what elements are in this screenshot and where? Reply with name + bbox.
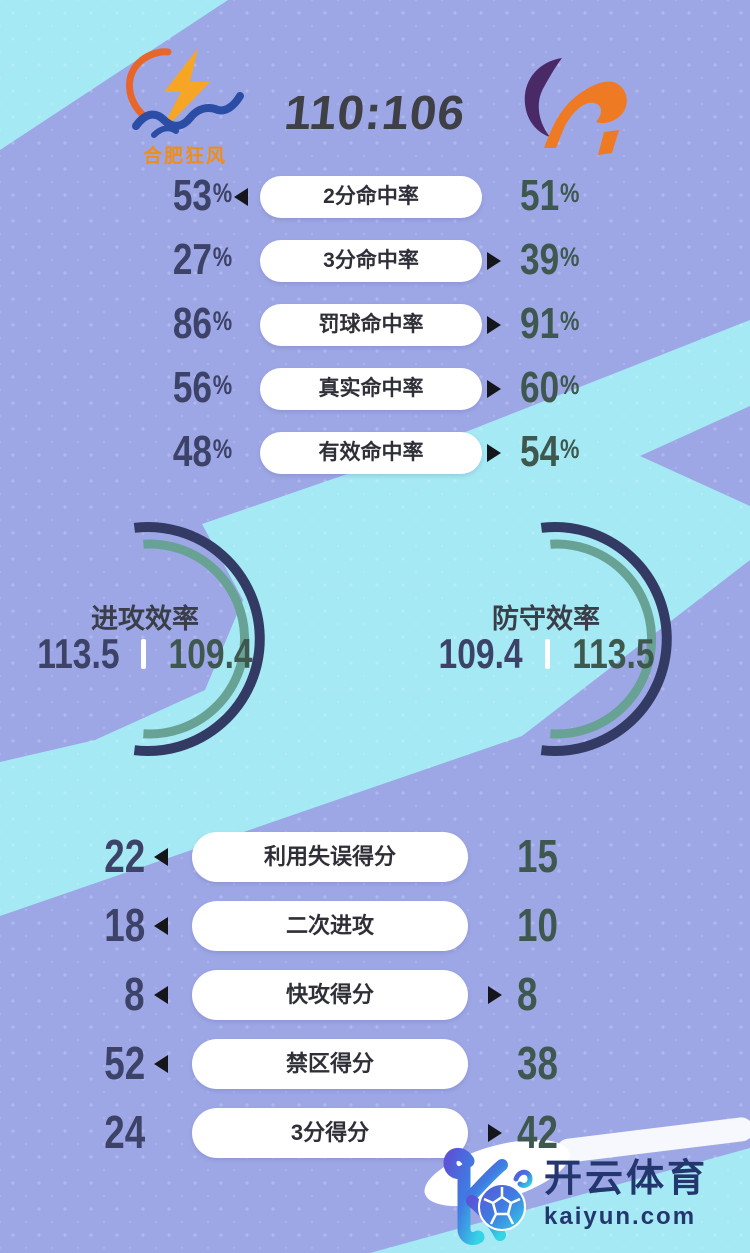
- away-defense-rating: 113.5: [571, 630, 655, 677]
- home-leader-arrow-icon: [154, 986, 168, 1004]
- away-team-logo: [495, 40, 655, 165]
- defense-gauge-arc: [540, 522, 672, 756]
- away-value: 10: [517, 898, 558, 951]
- home-value: 8: [124, 967, 145, 1020]
- stat-label-pill: 利用失误得分: [192, 832, 468, 882]
- home-value: 48%: [172, 427, 232, 476]
- home-value: 18: [104, 898, 145, 951]
- stat-row-ts: 56% 真实命中率 60%: [0, 363, 750, 412]
- stat-row-3pt: 27% 3分命中率 39%: [0, 235, 750, 284]
- home-value: 56%: [172, 363, 232, 412]
- home-leader-arrow-icon: [154, 1055, 168, 1073]
- home-leader-arrow-icon: [234, 188, 248, 206]
- away-leader-arrow-icon: [487, 252, 501, 270]
- offense-efficiency-values: 113.5 109.4: [0, 630, 295, 678]
- home-leader-arrow-icon: [154, 917, 168, 935]
- stat-row-2pt: 53% 2分命中率 51%: [0, 171, 750, 220]
- stat-label-pill: 二次进攻: [192, 901, 468, 951]
- away-leader-arrow-icon: [487, 380, 501, 398]
- home-value: 24: [104, 1105, 145, 1158]
- away-offense-rating: 109.4: [168, 630, 253, 677]
- home-value: 52: [104, 1036, 145, 1089]
- stat-label-pill: 2分命中率: [260, 176, 482, 218]
- home-value: 22: [104, 829, 145, 882]
- stat-label-pill: 快攻得分: [192, 970, 468, 1020]
- divider: [141, 639, 147, 669]
- stat-row-3pt-points: 24 3分得分 42: [0, 1105, 750, 1159]
- stat-label-pill: 真实命中率: [260, 368, 482, 410]
- home-value: 27%: [172, 235, 232, 284]
- stat-row-second-chance: 18 二次进攻 10: [0, 898, 750, 952]
- kaiyun-watermark[interactable]: 开云体育 kaiyun.com: [438, 1142, 746, 1248]
- stat-label-pill: 3分得分: [192, 1108, 468, 1158]
- stat-label-pill: 罚球命中率: [260, 304, 482, 346]
- home-defense-rating: 109.4: [438, 630, 523, 677]
- home-team-logo: 合肥狂风: [105, 48, 265, 168]
- away-value: 38: [517, 1036, 558, 1089]
- stat-row-points-off-turnovers: 22 利用失误得分 15: [0, 829, 750, 883]
- stat-row-fastbreak: 8 快攻得分 8: [0, 967, 750, 1021]
- divider: [544, 639, 550, 669]
- defense-efficiency-values: 109.4 113.5: [396, 630, 696, 678]
- home-value: 86%: [172, 299, 232, 348]
- kaiyun-logo-icon: [443, 1148, 533, 1245]
- watermark-brand: 开云体育: [544, 1158, 709, 1201]
- away-value: 8: [517, 967, 538, 1020]
- away-value: 15: [517, 829, 558, 882]
- away-value: 54%: [520, 427, 580, 476]
- away-value: 60%: [520, 363, 580, 412]
- offense-efficiency-label: 进攻效率: [91, 604, 199, 634]
- away-value: 42: [517, 1105, 558, 1158]
- offense-gauge-arc: [133, 522, 265, 756]
- stat-row-ft: 86% 罚球命中率 91%: [0, 299, 750, 348]
- away-value: 91%: [520, 299, 580, 348]
- away-leader-arrow-icon: [487, 444, 501, 462]
- stat-label-pill: 有效命中率: [260, 432, 482, 474]
- defense-efficiency-label: 防守效率: [492, 604, 600, 634]
- stat-row-efg: 48% 有效命中率 54%: [0, 427, 750, 476]
- bull-icon: [524, 58, 627, 155]
- watermark-domain: kaiyun.com: [544, 1202, 697, 1230]
- away-value: 39%: [520, 235, 580, 284]
- home-team-name: 合肥狂风: [142, 146, 227, 167]
- away-leader-arrow-icon: [488, 986, 502, 1004]
- stat-row-paint-points: 52 禁区得分 38: [0, 1036, 750, 1090]
- lightning-wave-icon: [126, 48, 244, 138]
- away-leader-arrow-icon: [487, 316, 501, 334]
- home-leader-arrow-icon: [154, 848, 168, 866]
- home-value: 53%: [172, 171, 232, 220]
- away-value: 51%: [520, 171, 580, 220]
- away-leader-arrow-icon: [488, 1124, 502, 1142]
- stat-label-pill: 3分命中率: [260, 240, 482, 282]
- home-offense-rating: 113.5: [36, 630, 120, 677]
- stat-label-pill: 禁区得分: [192, 1039, 468, 1089]
